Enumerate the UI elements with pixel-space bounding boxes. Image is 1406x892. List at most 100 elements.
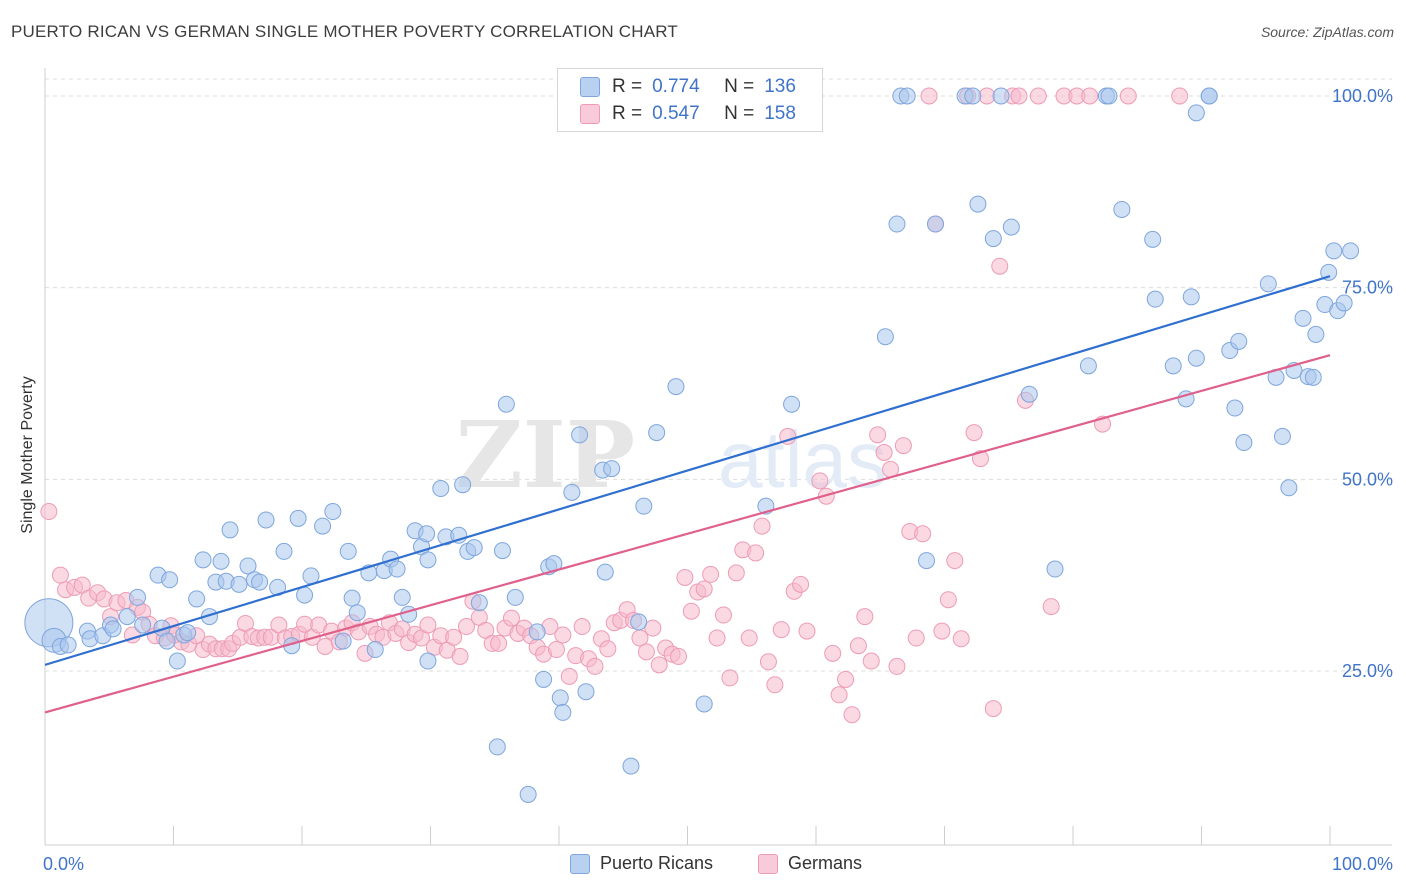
data-point (528, 623, 546, 641)
data-point (551, 689, 569, 707)
data-point (316, 637, 334, 655)
legend-n-label: N = (724, 103, 755, 124)
data-point (432, 480, 450, 498)
x-tick-label: 100.0% (1332, 854, 1393, 874)
legend-r-value: 0.774 (652, 76, 700, 97)
data-point (843, 706, 861, 724)
data-point (1146, 290, 1164, 308)
data-point (388, 560, 406, 578)
data-point (1182, 288, 1200, 306)
data-point (1304, 368, 1322, 386)
legend-swatch-pink (580, 104, 600, 124)
data-point (635, 497, 653, 515)
y-tick-label: 75.0% (1342, 278, 1393, 298)
data-point (875, 444, 893, 461)
data-point (824, 644, 842, 662)
y-tick-label: 100.0% (1332, 86, 1393, 106)
data-point (577, 683, 595, 701)
data-point (586, 657, 604, 675)
data-point (965, 424, 983, 442)
data-point (1144, 230, 1162, 248)
data-point (992, 87, 1010, 105)
data-point (194, 551, 212, 569)
data-point (40, 503, 58, 521)
y-tick-label: 25.0% (1342, 661, 1393, 681)
data-point (727, 564, 745, 582)
series-legend-puerto-ricans[interactable]: Puerto Ricans (570, 853, 713, 874)
data-point (118, 608, 136, 626)
data-point (969, 195, 987, 213)
data-point (1325, 242, 1343, 260)
data-point (393, 588, 411, 606)
series-swatch-pink (758, 853, 778, 874)
data-point (837, 670, 855, 688)
data-point (622, 757, 640, 775)
data-point (1187, 104, 1205, 122)
data-point (554, 626, 572, 644)
germans-points (40, 87, 1189, 724)
data-point (918, 552, 936, 570)
data-point (547, 641, 565, 659)
data-point (221, 521, 239, 539)
data-point (275, 542, 293, 560)
trend-lines (44, 275, 1331, 714)
data-point (334, 632, 352, 650)
data-point (451, 647, 469, 665)
data-point (1113, 200, 1131, 218)
data-point (1226, 399, 1244, 417)
legend-row-germans: R = 0.547 N = 158 (580, 102, 796, 126)
data-point (168, 652, 186, 670)
data-point (465, 539, 483, 557)
data-point (571, 426, 589, 444)
legend-n-label: N = (724, 76, 755, 97)
watermark: ZIP atlas (456, 401, 887, 509)
watermark-atlas: atlas (718, 415, 887, 504)
data-point (490, 634, 508, 652)
data-point (324, 503, 342, 521)
data-point (1307, 325, 1325, 343)
data-point (682, 602, 700, 620)
puerto-ricans-trend-line (44, 275, 1331, 666)
data-point (894, 437, 912, 455)
data-point (419, 652, 437, 670)
data-point (1164, 357, 1182, 375)
chart-title: PUERTO RICAN VS GERMAN SINGLE MOTHER POV… (11, 22, 679, 41)
data-point (519, 785, 537, 803)
data-point (667, 378, 685, 396)
data-point (596, 563, 614, 581)
data-point (1171, 87, 1189, 105)
data-point (933, 622, 951, 640)
data-point (497, 395, 515, 413)
series-legend-germans[interactable]: Germans (758, 853, 862, 874)
data-point (348, 604, 366, 622)
data-point (506, 588, 524, 606)
series-legend: Puerto Ricans Germans (0, 853, 1406, 875)
data-point (1294, 309, 1312, 327)
data-point (418, 525, 436, 543)
legend-row-puerto-ricans: R = 0.774 N = 136 (580, 75, 796, 99)
data-point (161, 571, 179, 589)
data-point (907, 629, 925, 647)
data-point (939, 591, 957, 609)
y-tick-label: 50.0% (1342, 469, 1393, 489)
data-point (457, 618, 475, 636)
data-point (869, 426, 887, 444)
data-point (721, 669, 739, 687)
data-point (366, 641, 384, 659)
data-point (630, 613, 648, 631)
data-point (470, 594, 488, 612)
data-point (1002, 218, 1020, 236)
data-point (1320, 263, 1338, 281)
tick-labels: 25.0% 50.0% 75.0% 100.0% 0.0% 100.0% (43, 86, 1393, 874)
data-point (230, 575, 248, 593)
data-point (1100, 87, 1118, 105)
data-point (747, 544, 765, 562)
data-point (554, 703, 572, 721)
legend-r-label: R = (612, 103, 643, 124)
data-point (445, 628, 463, 646)
legend-n-value: 158 (764, 103, 796, 124)
data-point (419, 551, 437, 569)
puerto-ricans-points (24, 87, 1360, 803)
data-point (637, 643, 655, 661)
series-swatch-blue (570, 853, 590, 874)
